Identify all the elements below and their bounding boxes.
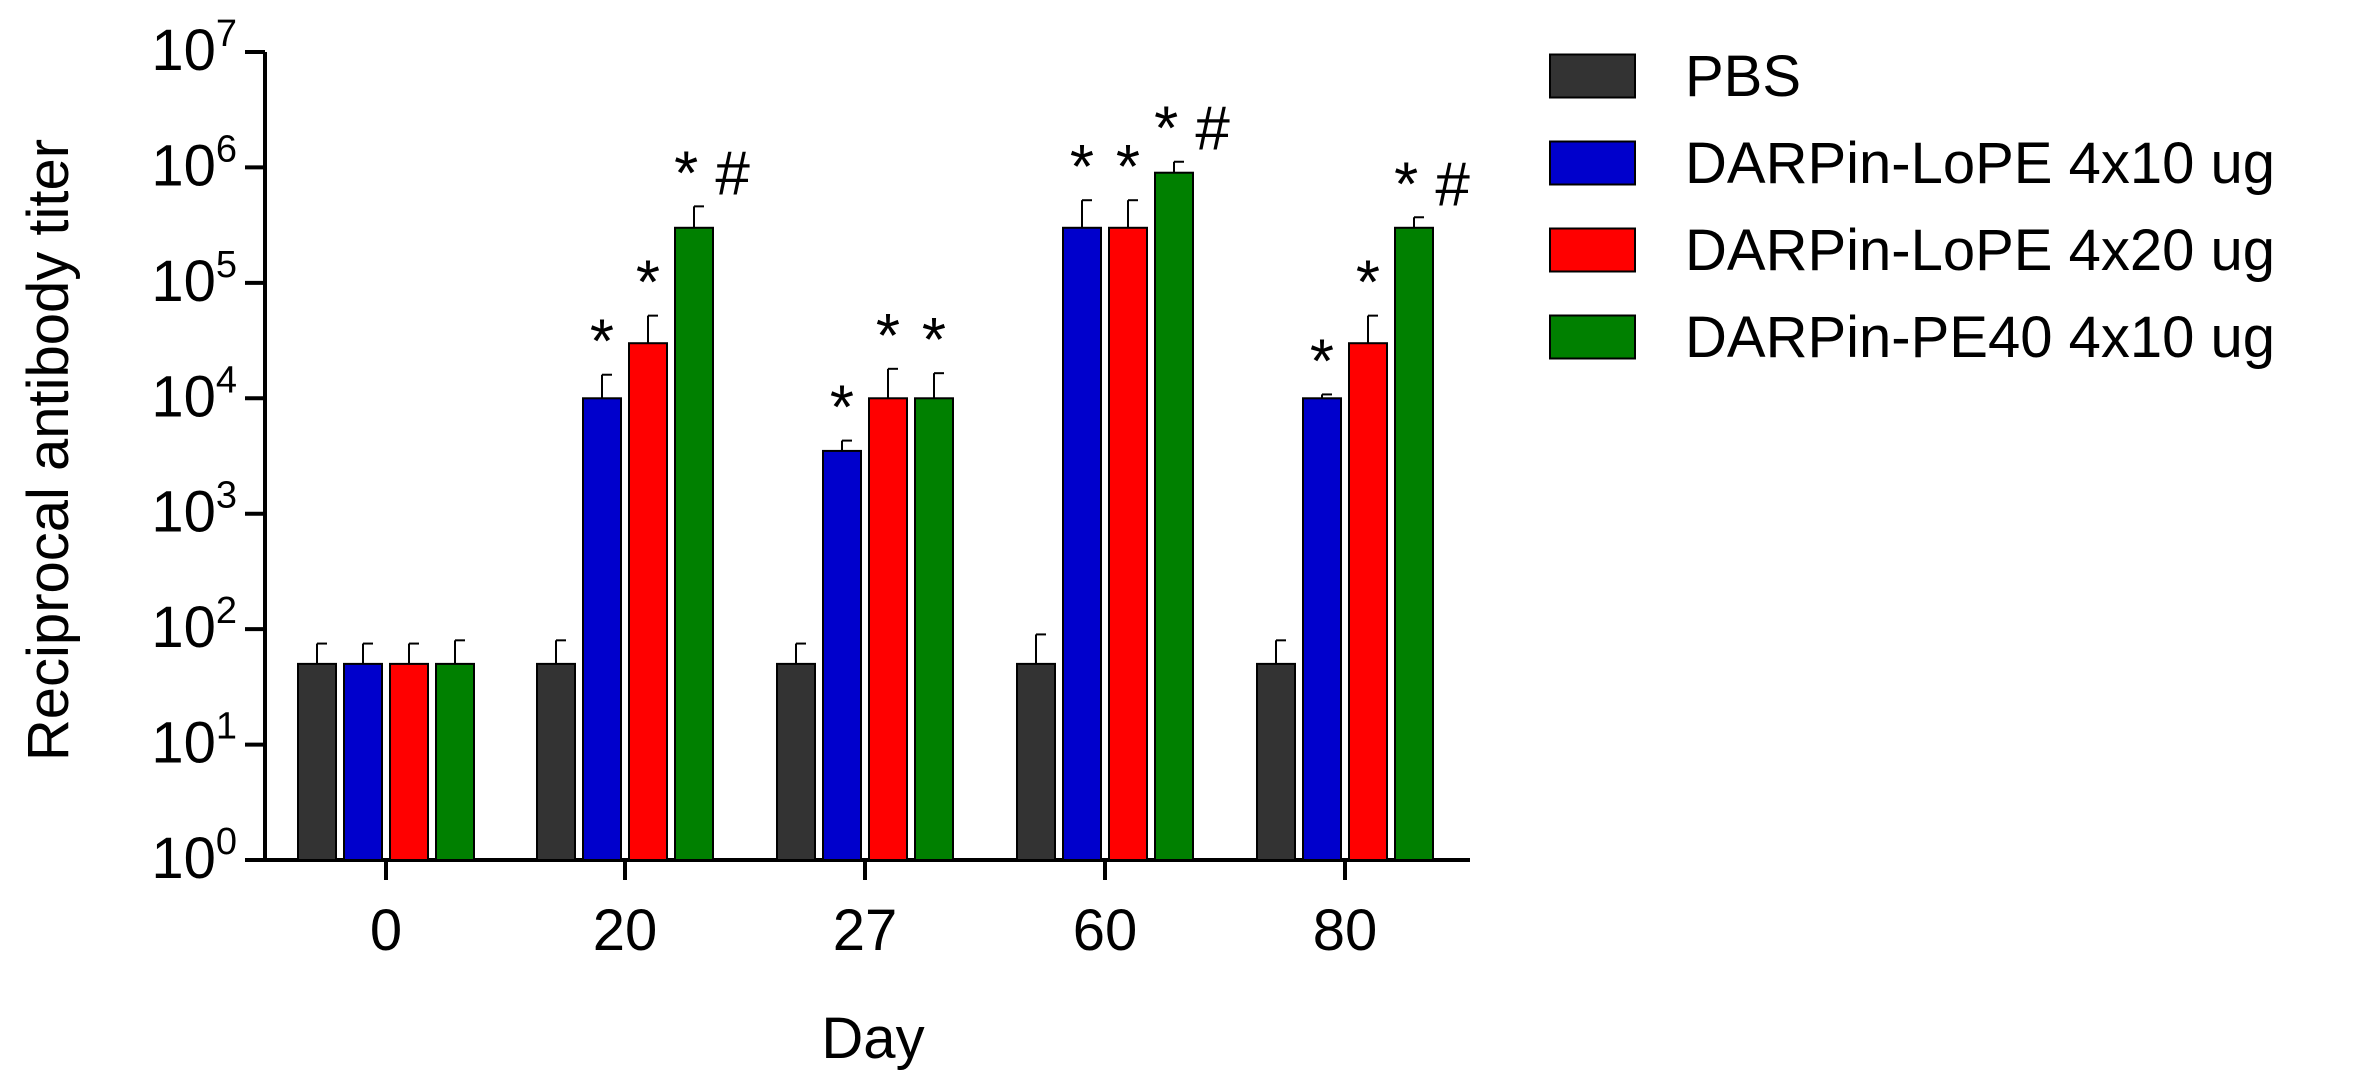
significance-marker: *: [636, 249, 660, 318]
bar: [1016, 662, 1056, 861]
y-tick-label: 106: [151, 128, 237, 198]
significance-marker: *: [830, 374, 854, 443]
y-tick-label: 107: [151, 13, 237, 83]
y-tick-label: 105: [151, 244, 237, 314]
bars: [297, 160, 1434, 862]
legend-swatch: [1549, 140, 1636, 186]
significance-marker: *: [1070, 133, 1094, 202]
bar: [776, 662, 816, 861]
x-axis-title: Day: [821, 1006, 924, 1071]
bar: [389, 662, 429, 861]
y-tick-label: 104: [151, 359, 237, 429]
bar: [343, 662, 383, 861]
legend-swatch: [1549, 314, 1636, 360]
legend-label: DARPin-LoPE 4x20 ug: [1685, 218, 2275, 283]
bar: [582, 397, 622, 861]
significance-marker: *: [1310, 327, 1334, 396]
bar: [297, 662, 337, 861]
significance-marker: * #: [674, 139, 750, 208]
significance-marker: *: [876, 302, 900, 371]
bar: [628, 342, 668, 861]
bar: [1062, 226, 1102, 862]
y-tick-label: 100: [151, 821, 237, 891]
y-tick-label: 102: [151, 590, 237, 660]
x-tick-label: 80: [1313, 898, 1378, 963]
y-tick-label: 101: [151, 706, 237, 776]
bar: [1256, 662, 1296, 861]
x-tick-label: 27: [833, 898, 898, 963]
bar: [1348, 342, 1388, 861]
bar: [822, 449, 862, 861]
bar: [914, 397, 954, 861]
annotations: *** #** ** ** #*** #: [590, 95, 1471, 443]
x-ticks: 0 20 27 60 80: [370, 860, 1377, 963]
bar: [1108, 226, 1148, 862]
bar: [1154, 171, 1194, 862]
legend-label: DARPin-PE40 4x10 ug: [1685, 305, 2275, 370]
legend-label: DARPin-LoPE 4x10 ug: [1685, 131, 2275, 196]
significance-marker: *: [1116, 133, 1140, 202]
significance-marker: *: [1356, 249, 1380, 318]
significance-marker: *: [590, 308, 614, 377]
legend-swatch: [1549, 227, 1636, 273]
bar: [1302, 397, 1342, 861]
bar: [674, 226, 714, 862]
significance-marker: * #: [1394, 150, 1470, 219]
y-axis-title: Reciprocal antibody titer: [16, 139, 81, 761]
bar: [536, 662, 576, 861]
bar: [868, 397, 908, 861]
significance-marker: *: [922, 306, 946, 375]
legend-label: PBS: [1685, 44, 1801, 109]
x-tick-label: 0: [370, 898, 402, 963]
y-tick-label: 103: [151, 475, 237, 545]
bar: [1394, 226, 1434, 862]
x-tick-label: 20: [593, 898, 658, 963]
x-tick-label: 60: [1073, 898, 1138, 963]
legend-swatch: [1549, 53, 1636, 99]
significance-marker: * #: [1154, 95, 1230, 164]
bar: [435, 662, 475, 861]
y-ticks: 100 101 102 103 104 105 106 107: [151, 13, 265, 891]
legend: PBS DARPin-LoPE 4x10 ug DARPin-LoPE 4x20 u…: [1549, 44, 2275, 370]
